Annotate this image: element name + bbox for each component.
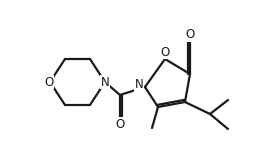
Text: O: O	[115, 117, 125, 131]
Text: N: N	[101, 75, 109, 88]
Text: O: O	[160, 46, 170, 58]
Text: O: O	[44, 75, 54, 88]
Text: N: N	[135, 79, 143, 92]
Text: O: O	[185, 29, 195, 41]
